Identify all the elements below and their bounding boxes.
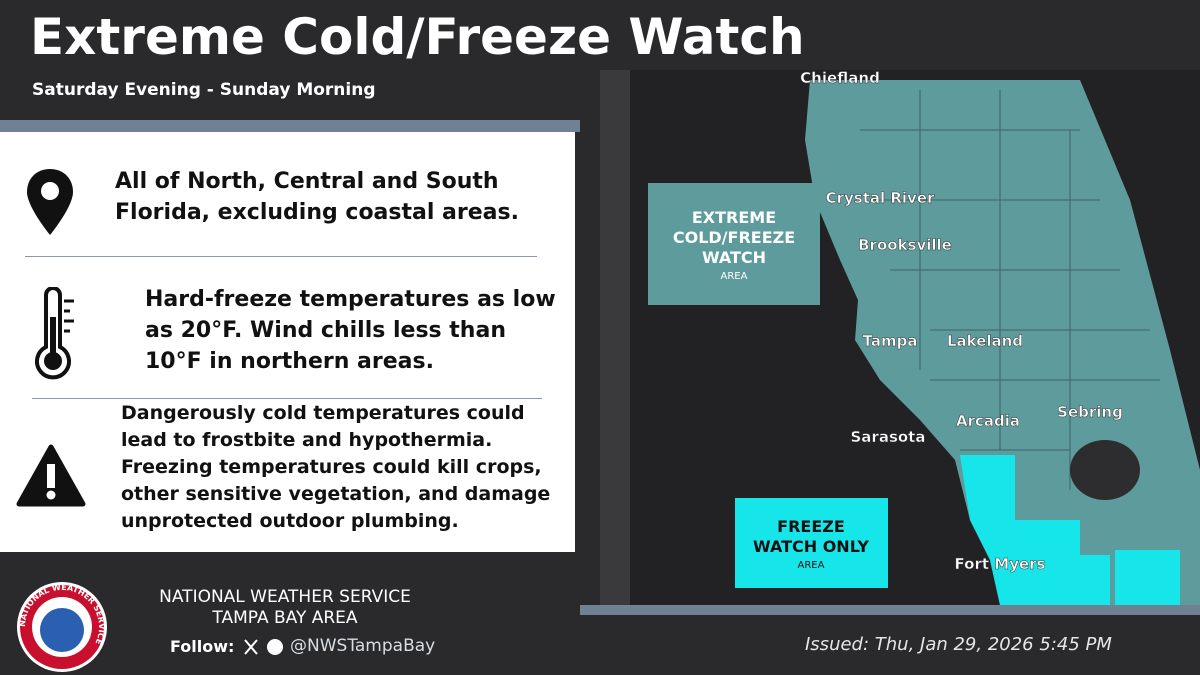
info-text: Dangerously cold temperatures could lead… — [121, 402, 551, 532]
org-name: TAMPA BAY AREA — [212, 608, 358, 628]
legend-text: WATCH ONLY — [753, 537, 869, 556]
info-text: All of North, Central and South Florida,… — [115, 169, 519, 225]
rule — [25, 256, 537, 257]
info-panel: All of North, Central and South Florida,… — [0, 132, 575, 552]
thermometer-icon — [35, 287, 74, 380]
city-label: Sebring — [1057, 403, 1123, 421]
warning-icon — [16, 444, 86, 507]
social-handle[interactable]: @NWSTampaBay — [290, 636, 436, 656]
social-icons — [244, 639, 283, 655]
legend — [648, 183, 888, 588]
legend-text: COLD/FREEZE — [673, 228, 795, 247]
legend-text: AREA — [721, 271, 748, 282]
legend-text: WATCH — [702, 248, 766, 267]
rule — [32, 398, 542, 399]
nws-logo: NATIONAL WEATHER SERVICE — [17, 582, 107, 672]
follow-label: Follow: — [170, 637, 235, 656]
legend-text: FREEZE — [777, 517, 845, 536]
legend-text: AREA — [798, 560, 825, 571]
title: Extreme Cold/Freeze Watch — [30, 8, 805, 66]
subtitle: Saturday Evening - Sunday Morning — [32, 80, 376, 100]
city-label: Fort Myers — [955, 555, 1046, 573]
org-name: NATIONAL WEATHER SERVICE — [159, 587, 411, 607]
city-label: Tampa — [863, 332, 918, 350]
info-text: Hard-freeze temperatures as low as 20°F.… — [145, 287, 556, 374]
divider-band — [580, 605, 1200, 615]
city-label: Sarasota — [851, 428, 926, 446]
city-label: Arcadia — [956, 412, 1020, 430]
city-label: Lakeland — [947, 332, 1023, 350]
city-label: Crystal River — [826, 189, 935, 207]
legend-text: EXTREME — [692, 208, 776, 227]
divider-band — [0, 120, 580, 132]
issued-time: Issued: Thu, Jan 29, 2026 5:45 PM — [805, 634, 1112, 655]
location-icon — [27, 169, 73, 235]
city-label: Chiefland — [800, 70, 880, 87]
city-label: Brooksville — [858, 236, 952, 254]
